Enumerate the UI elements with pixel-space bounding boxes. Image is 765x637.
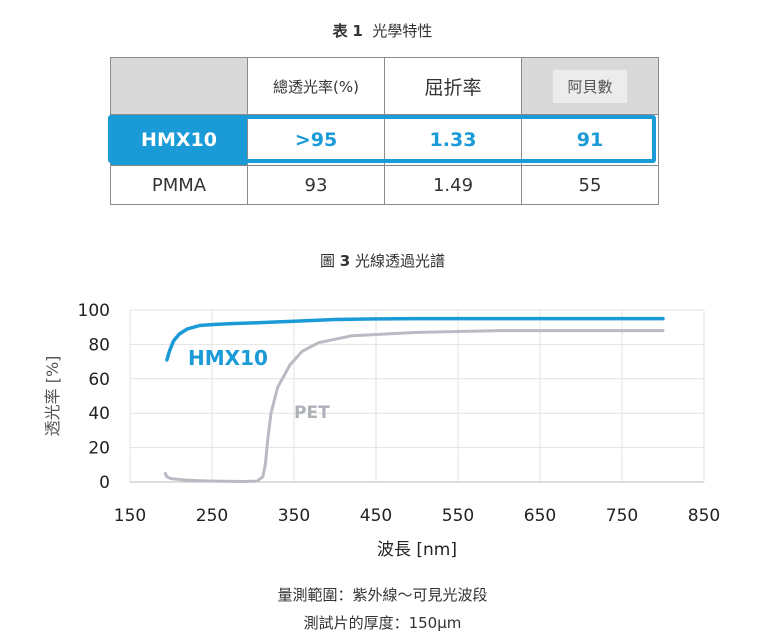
series-label-hmx10: HMX10	[188, 346, 268, 370]
cell-pmma-abbe-number: 55	[521, 165, 659, 205]
optical-properties-table: 總透光率(%) 屈折率 阿貝數 HMX10 >95 1.33 91 PMMA 9…	[110, 57, 659, 205]
series-line-hmx10	[165, 316, 665, 362]
x-tick-label: 150	[114, 506, 146, 526]
table-title-text: 光學特性	[372, 22, 433, 40]
y-tick-label: 100	[78, 301, 110, 321]
header-abbe-number-label: 阿貝數	[553, 69, 627, 103]
y-axis-label: 透光率 [%]	[43, 356, 62, 437]
table-row-hmx10: HMX10 >95 1.33 91	[110, 114, 659, 166]
header-total-transmittance: 總透光率(%)	[247, 57, 385, 115]
x-tick-label: 650	[524, 506, 556, 526]
series-label-pet: PET	[294, 403, 330, 423]
chart-title-text: 光線透過光譜	[355, 252, 446, 270]
header-abbe-number: 阿貝數	[521, 57, 659, 115]
y-tick-label: 80	[88, 335, 110, 355]
y-tick-label: 20	[88, 439, 110, 459]
table-title-label: 表	[332, 22, 348, 40]
cell-pmma-refractive-index: 1.49	[384, 165, 522, 205]
x-tick-label: 350	[278, 506, 310, 526]
x-tick-label: 550	[442, 506, 474, 526]
table-title: 表 1 光學特性	[0, 20, 765, 41]
y-tick-label: 60	[88, 370, 110, 390]
cell-pmma-transmittance: 93	[247, 165, 385, 205]
x-tick-label: 850	[688, 506, 720, 526]
y-tick-label: 0	[99, 473, 110, 493]
x-tick-label: 450	[360, 506, 392, 526]
x-tick-label: 750	[606, 506, 638, 526]
series-line-pet	[163, 329, 665, 483]
cell-hmx10-transmittance: >95	[247, 114, 385, 166]
transmittance-spectrum-chart: 0 20 40 60 80 100 150 250 350 450 550 650 750 850 波長 […	[43, 301, 720, 560]
table-header-row: 總透光率(%) 屈折率 阿貝數	[110, 57, 659, 115]
header-refractive-index-label: 屈折率	[424, 76, 482, 99]
header-blank-cell	[110, 57, 248, 115]
row-name-pmma: PMMA	[110, 165, 248, 205]
row-name-hmx10: HMX10	[110, 114, 248, 166]
header-refractive-index: 屈折率	[384, 57, 522, 115]
chart-title-number: 3	[339, 252, 351, 270]
x-axis-label: 波長 [nm]	[377, 540, 457, 560]
specimen-thickness-note: 測試片的厚度：150μm	[303, 614, 462, 632]
chart-title: 圖 3 光線透過光譜	[0, 250, 765, 271]
table-title-number: 1	[352, 22, 363, 40]
x-tick-label: 250	[196, 506, 228, 526]
cell-hmx10-refractive-index: 1.33	[384, 114, 522, 166]
chart-title-label: 圖	[319, 252, 335, 270]
y-tick-label: 40	[88, 404, 110, 424]
table-row-pmma: PMMA 93 1.49 55	[110, 165, 659, 205]
cell-hmx10-abbe-number: 91	[521, 114, 659, 166]
measurement-range-note: 量測範圍：紫外線～可見光波段	[277, 586, 488, 604]
